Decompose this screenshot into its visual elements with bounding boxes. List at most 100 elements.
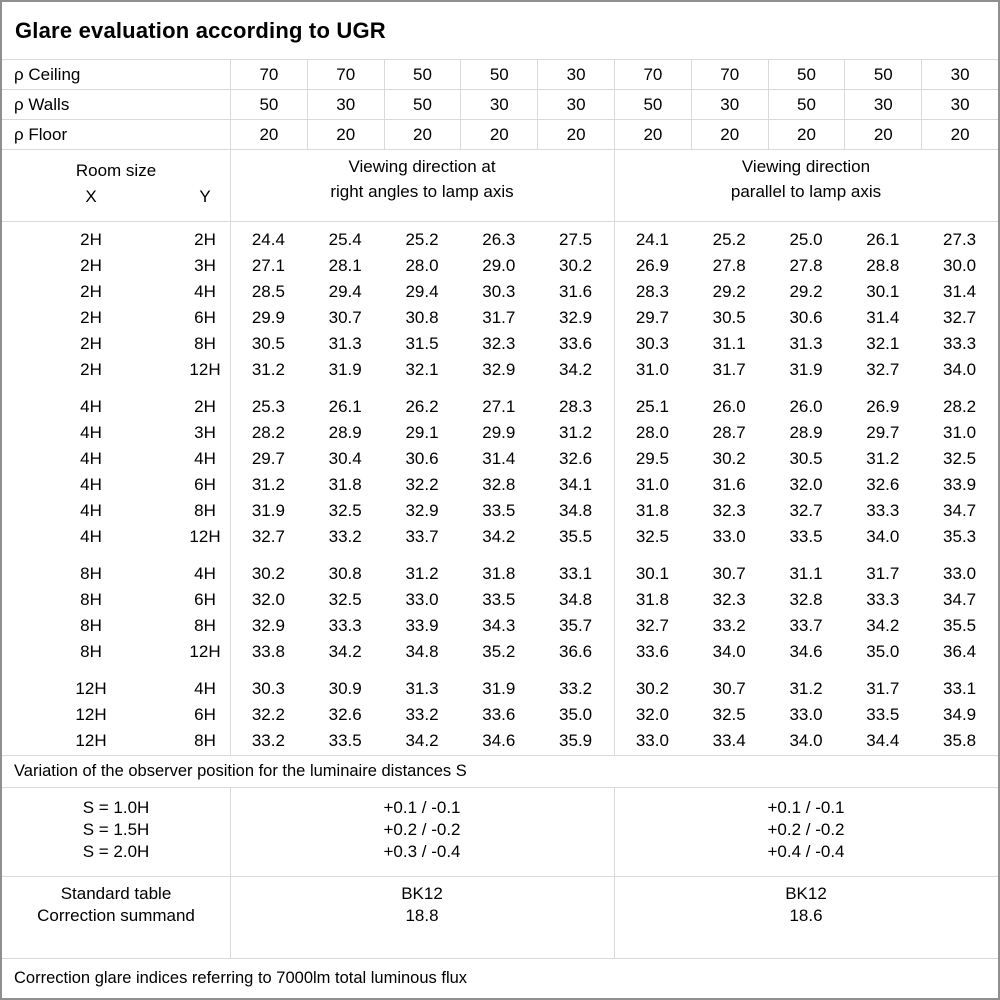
room-x-cell: 4H [80,397,102,416]
ugr-row: 4H 2H 25.3 26.1 26.2 27.1 28.3 25.1 26.0 26.0 26.9… [2,394,998,420]
ugr-value-cell: 29.7 [635,308,669,327]
ugr-block: 8H 4H 30.2 30.8 31.2 31.8 33.1 30.1 30.7 31.1 31.7… [2,561,998,665]
ugr-row: 2H 4H 28.5 29.4 29.4 30.3 31.6 28.3 29.2 29.2 30.1… [2,279,998,305]
correction-summand-value: 18.8 [405,906,439,925]
ugr-value-cell: 28.2 [943,397,977,416]
ugr-value-cell: 34.4 [866,731,900,750]
ugr-value-cell: 32.5 [635,527,669,546]
ugr-value-cell: 33.6 [635,642,669,661]
ugr-value-cell: 27.8 [789,256,823,275]
ugr-value-cell: 28.7 [712,423,746,442]
ugr-value-cell: 36.6 [559,642,593,661]
ugr-value-cell: 32.3 [482,334,516,353]
ugr-value-cell: 31.9 [251,501,285,520]
ugr-value-cell: 34.2 [559,360,593,379]
ugr-value-cell: 33.7 [405,527,439,546]
ugr-value-cell: 33.4 [712,731,746,750]
ugr-value-cell: 28.2 [251,423,285,442]
ugr-value-cell: 32.1 [866,334,900,353]
ugr-value-cell: 31.2 [866,449,900,468]
ugr-value-cell: 25.2 [712,230,746,249]
ugr-value-cell: 30.7 [712,564,746,583]
room-x-cell: 2H [80,308,102,327]
ugr-row: 4H 4H 29.7 30.4 30.6 31.4 32.6 29.5 30.2 30.5 31.2… [2,446,998,472]
ugr-value-cell: 30.5 [251,334,285,353]
ugr-value-cell: 28.3 [559,397,593,416]
ugr-value-cell: 34.1 [559,475,593,494]
room-y-cell: 3H [194,423,216,442]
ugr-row: 4H 3H 28.2 28.9 29.1 29.9 31.2 28.0 28.7 28.9 29.7… [2,420,998,446]
ugr-value-cell: 34.2 [866,616,900,635]
s-variation-value: +0.1 / -0.1 [767,798,845,817]
ugr-value-cell: 31.2 [251,360,285,379]
room-y-cell: 3H [194,256,216,275]
ugr-row: 2H 12H 31.2 31.9 32.1 32.9 34.2 31.0 31.7 31.9 32.… [2,357,998,383]
room-size-header: Room size X Y [2,150,230,221]
ugr-row: 12H 6H 32.2 32.6 33.2 33.6 35.0 32.0 32.5 33.0 33.… [2,702,998,728]
ugr-row: 8H 6H 32.0 32.5 33.0 33.5 34.8 31.8 32.3 32.8 33.3… [2,587,998,613]
room-y-cell: 8H [194,731,216,750]
ugr-value-cell: 29.2 [789,282,823,301]
ugr-value-cell: 33.9 [405,616,439,635]
column-divider-line [230,877,231,958]
ugr-row: 2H 8H 30.5 31.3 31.5 32.3 33.6 30.3 31.1 31.3 32.1… [2,331,998,357]
ugr-value-cell: 29.2 [712,282,746,301]
column-divider-line [614,222,615,755]
reflectance-value: 30 [690,90,768,119]
ugr-value-cell: 30.5 [712,308,746,327]
ugr-value-cell: 33.3 [328,616,362,635]
room-y-cell: 8H [194,616,216,635]
ugr-value-cell: 34.9 [943,705,977,724]
correction-summand-value: 18.6 [789,906,823,925]
room-y-cell: 4H [194,679,216,698]
ugr-value-cell: 29.4 [405,282,439,301]
ugr-value-cell: 32.3 [712,501,746,520]
ugr-value-cell: 32.7 [635,616,669,635]
ugr-value-cell: 33.0 [789,705,823,724]
ugr-row: 2H 2H 24.4 25.4 25.2 26.3 27.5 24.1 25.2 25.0 26.1… [2,227,998,253]
ugr-value-cell: 34.2 [328,642,362,661]
column-divider-line [614,877,615,958]
ugr-value-cell: 33.5 [328,731,362,750]
column-divider-line [614,788,615,876]
ugr-value-cell: 34.7 [943,501,977,520]
ugr-value-cell: 26.9 [635,256,669,275]
ugr-value-cell: 30.7 [328,308,362,327]
reflectance-value: 70 [690,60,768,89]
ugr-value-cell: 35.3 [943,527,977,546]
ugr-value-cell: 26.1 [866,230,900,249]
ugr-value-cell: 34.6 [789,642,823,661]
ugr-value-cell: 30.3 [635,334,669,353]
ugr-value-cell: 24.4 [251,230,285,249]
reflectance-value: 30 [537,60,614,89]
room-size-label: Room size [75,161,157,180]
reflectance-row: ρ Walls 50 30 50 30 30 50 30 50 30 30 [2,90,998,120]
ugr-row: 8H 12H 33.8 34.2 34.8 35.2 36.6 33.6 34.0 34.6 35.… [2,639,998,665]
room-x-cell: 8H [80,642,102,661]
ugr-value-cell: 33.7 [789,616,823,635]
ugr-value-cell: 31.7 [712,360,746,379]
room-y-cell: 4H [194,449,216,468]
room-y-cell: 6H [194,475,216,494]
variation-values-parallel: +0.1 / -0.1 +0.2 / -0.2 +0.4 / -0.4 [614,788,998,876]
ugr-value-cell: 33.2 [251,731,285,750]
parallel-heading: Viewing direction parallel to lamp axis [614,150,998,221]
ugr-value-cell: 33.5 [789,527,823,546]
ugr-value-cell: 35.0 [559,705,593,724]
column-divider-line [230,150,231,221]
ugr-value-cell: 29.9 [251,308,285,327]
variation-note: Variation of the observer position for t… [2,756,998,788]
ugr-value-cell: 32.0 [635,705,669,724]
ugr-value-cell: 35.0 [866,642,900,661]
s-row-label: S = 2.0H [82,842,150,861]
standard-table-value: BK12 [785,884,827,903]
xy-labels: X Y [2,184,230,210]
reflectance-value: 20 [230,120,307,149]
ugr-value-cell: 30.2 [712,449,746,468]
ugr-value-cell: 30.0 [943,256,977,275]
ugr-value-cell: 31.9 [328,360,362,379]
ugr-value-cell: 30.2 [635,679,669,698]
reflectance-value: 20 [690,120,768,149]
ugr-row: 12H 4H 30.3 30.9 31.3 31.9 33.2 30.2 30.7 31.2 31.… [2,676,998,702]
